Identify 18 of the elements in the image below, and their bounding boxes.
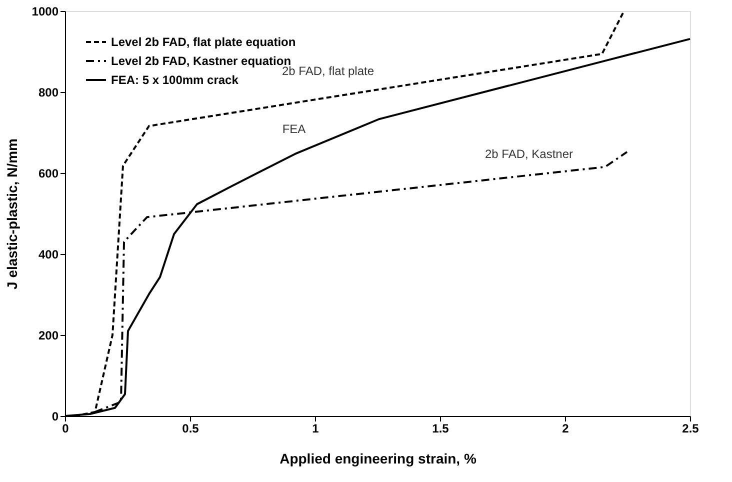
annotation: FEA — [282, 122, 306, 136]
x-tick-label: 2.5 — [682, 422, 700, 436]
x-tick-label: 1 — [312, 422, 320, 436]
x-tick-label: 0 — [62, 422, 70, 436]
x-axis-title: Applied engineering strain, % — [280, 450, 477, 466]
x-tick-label: 0.5 — [182, 422, 200, 436]
y-tick-label: 400 — [38, 248, 59, 262]
x-tick-label: 1.5 — [432, 422, 450, 436]
y-tick-label: 800 — [38, 86, 59, 100]
x-tick-label: 2 — [562, 422, 570, 436]
y-axis-title: J elastic-plastic, N/mm — [4, 138, 20, 290]
annotation: 2b FAD, Kastner — [484, 147, 574, 161]
legend-label: FEA: 5 x 100mm crack — [111, 73, 239, 87]
y-tick-label: 600 — [38, 166, 59, 180]
legend-label: Level 2b FAD, flat plate equation — [111, 35, 296, 49]
y-tick-label: 0 — [52, 410, 59, 424]
y-tick-label: 1000 — [32, 4, 59, 18]
y-tick-label: 200 — [38, 328, 59, 342]
